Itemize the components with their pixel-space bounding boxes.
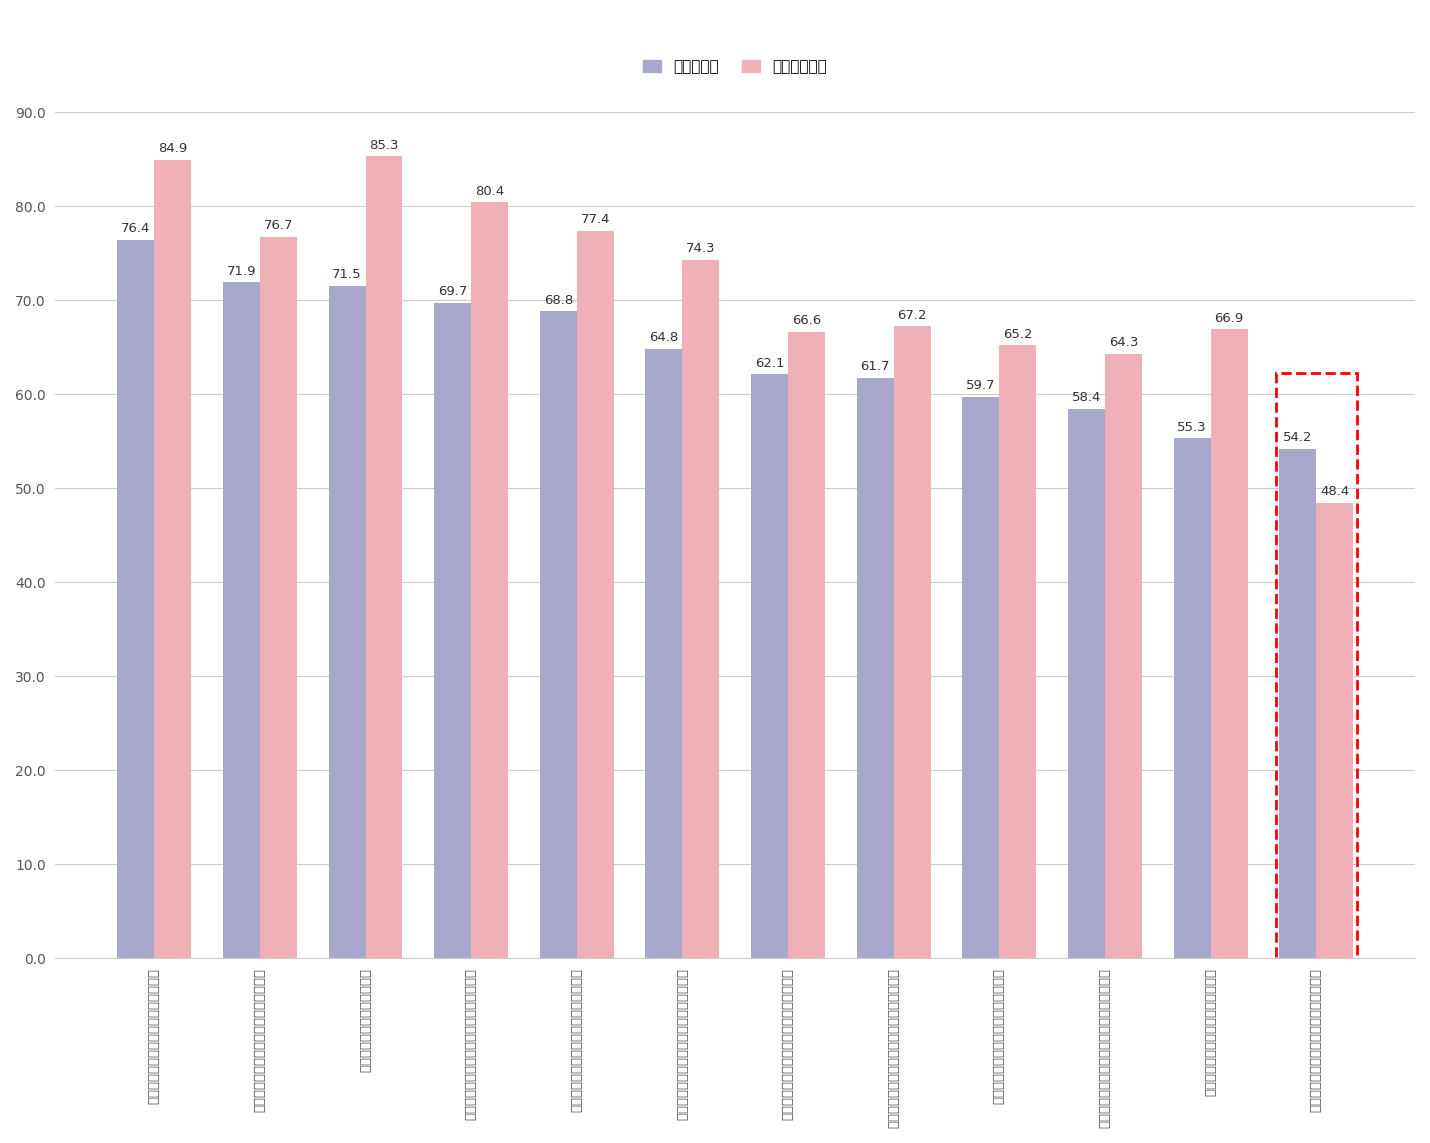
- Bar: [751, 375, 788, 958]
- Bar: [117, 240, 154, 958]
- Text: 59.7: 59.7: [967, 379, 995, 392]
- Text: 71.5: 71.5: [332, 269, 362, 281]
- Bar: [1068, 409, 1105, 958]
- Bar: [1280, 449, 1316, 958]
- Text: 76.7: 76.7: [263, 219, 293, 232]
- Bar: [1105, 353, 1143, 958]
- Bar: [366, 157, 402, 958]
- Text: 80.4: 80.4: [475, 185, 505, 198]
- Bar: [260, 237, 297, 958]
- Text: 55.3: 55.3: [1177, 421, 1207, 433]
- Bar: [154, 160, 192, 958]
- Bar: [682, 259, 719, 958]
- Text: 68.8: 68.8: [543, 294, 573, 306]
- Text: 64.8: 64.8: [649, 331, 679, 344]
- Text: 74.3: 74.3: [686, 242, 715, 255]
- Bar: [1174, 438, 1211, 958]
- Text: 62.1: 62.1: [755, 357, 784, 369]
- Bar: [223, 282, 260, 958]
- Text: 71.9: 71.9: [226, 264, 256, 278]
- Bar: [1316, 503, 1353, 958]
- Text: 85.3: 85.3: [369, 138, 399, 152]
- Text: 76.4: 76.4: [122, 222, 150, 235]
- Bar: [1000, 345, 1037, 958]
- Text: 54.2: 54.2: [1283, 431, 1313, 443]
- Text: 69.7: 69.7: [438, 286, 468, 298]
- Text: 48.4: 48.4: [1320, 486, 1350, 498]
- Text: 64.3: 64.3: [1108, 336, 1138, 349]
- Bar: [470, 202, 508, 958]
- Text: 77.4: 77.4: [581, 213, 611, 226]
- Text: 66.6: 66.6: [792, 314, 821, 327]
- Bar: [329, 286, 366, 958]
- Legend: 共働き世帯, 専業主婦世帯: 共働き世帯, 専業主婦世帯: [635, 51, 835, 82]
- Bar: [645, 349, 682, 958]
- Bar: [857, 378, 894, 958]
- Bar: [894, 327, 931, 958]
- Text: 65.2: 65.2: [1002, 328, 1032, 341]
- Bar: [576, 231, 613, 958]
- Bar: [788, 333, 825, 958]
- Bar: [539, 311, 576, 958]
- Text: 61.7: 61.7: [861, 360, 889, 374]
- Text: 67.2: 67.2: [898, 309, 927, 321]
- Bar: [1211, 329, 1247, 958]
- Bar: [962, 397, 1000, 958]
- Text: 84.9: 84.9: [159, 143, 187, 155]
- Text: 58.4: 58.4: [1072, 391, 1101, 405]
- Text: 66.9: 66.9: [1214, 312, 1244, 325]
- Bar: [435, 303, 470, 958]
